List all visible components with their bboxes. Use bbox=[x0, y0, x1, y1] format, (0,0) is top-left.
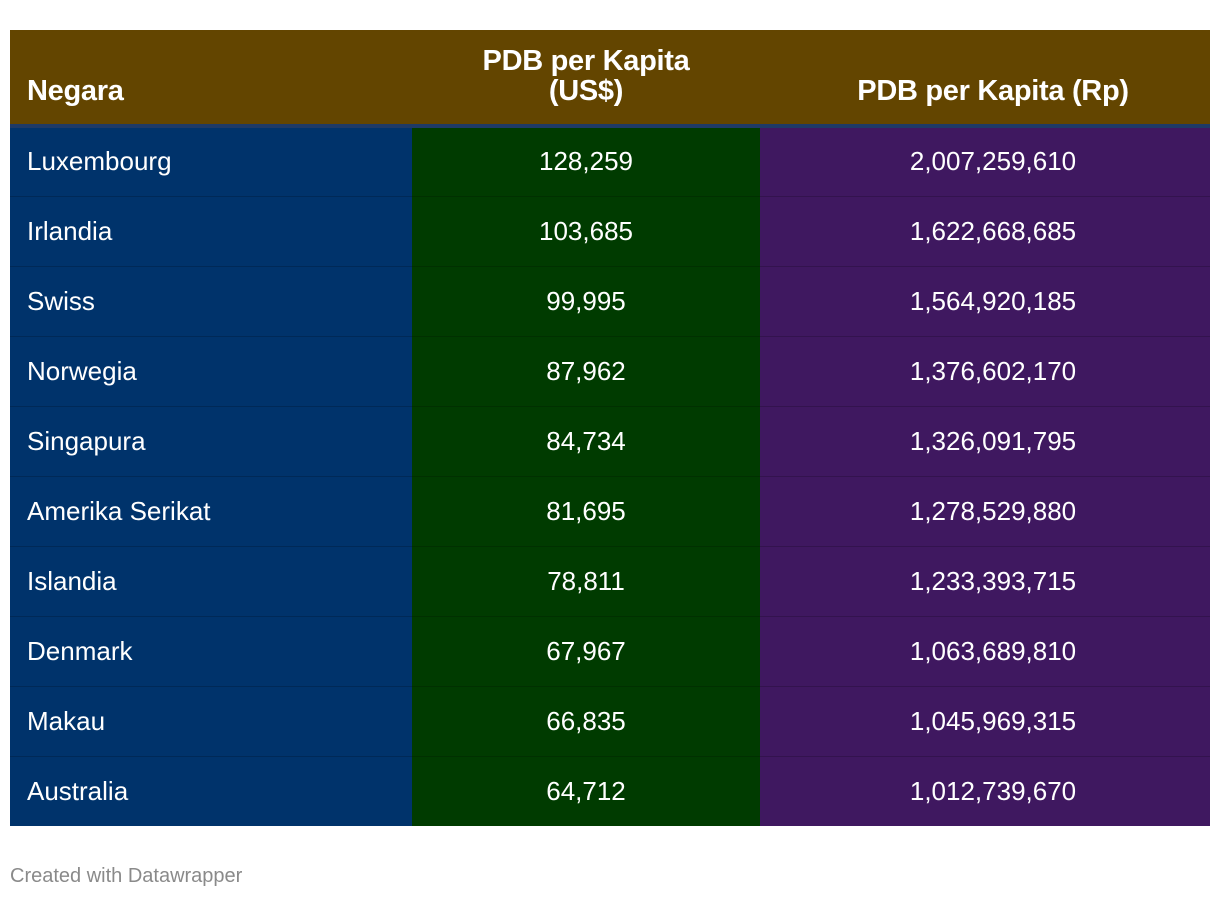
cell-usd: 87,962 bbox=[412, 336, 760, 407]
cell-rp: 1,233,393,715 bbox=[760, 546, 1210, 617]
cell-rp: 2,007,259,610 bbox=[760, 126, 1210, 197]
table-row: Irlandia 103,685 1,622,668,685 bbox=[10, 196, 1210, 267]
header-usd-label-line1: PDB per Kapita bbox=[482, 45, 690, 77]
table-row: Swiss 99,995 1,564,920,185 bbox=[10, 266, 1210, 337]
cell-usd: 81,695 bbox=[412, 476, 760, 547]
cell-rp: 1,063,689,810 bbox=[760, 616, 1210, 687]
table-row: Luxembourg 128,259 2,007,259,610 bbox=[10, 126, 1210, 197]
cell-usd: 103,685 bbox=[412, 196, 760, 267]
cell-country: Islandia bbox=[10, 546, 412, 617]
table-row: Denmark 67,967 1,063,689,810 bbox=[10, 616, 1210, 687]
table-row: Australia 64,712 1,012,739,670 bbox=[10, 756, 1210, 826]
header-usd[interactable]: PDB per Kapita (US$) bbox=[412, 30, 760, 126]
cell-country: Irlandia bbox=[10, 196, 412, 267]
table-body: Luxembourg 128,259 2,007,259,610 Irlandi… bbox=[10, 126, 1210, 826]
cell-usd: 84,734 bbox=[412, 406, 760, 477]
cell-rp: 1,564,920,185 bbox=[760, 266, 1210, 337]
cell-rp: 1,376,602,170 bbox=[760, 336, 1210, 407]
cell-usd: 78,811 bbox=[412, 546, 760, 617]
cell-rp: 1,326,091,795 bbox=[760, 406, 1210, 477]
cell-country: Singapura bbox=[10, 406, 412, 477]
cell-usd: 99,995 bbox=[412, 266, 760, 337]
header-rp-label: PDB per Kapita (Rp) bbox=[857, 75, 1129, 107]
cell-usd: 67,967 bbox=[412, 616, 760, 687]
table-row: Amerika Serikat 81,695 1,278,529,880 bbox=[10, 476, 1210, 547]
cell-country: Norwegia bbox=[10, 336, 412, 407]
gdp-per-capita-table: Negara PDB per Kapita (US$) PDB per Kapi… bbox=[10, 30, 1210, 826]
datawrapper-credit[interactable]: Created with Datawrapper bbox=[10, 865, 243, 887]
cell-rp: 1,622,668,685 bbox=[760, 196, 1210, 267]
cell-country: Amerika Serikat bbox=[10, 476, 412, 547]
cell-country: Luxembourg bbox=[10, 126, 412, 197]
header-country-label: Negara bbox=[27, 75, 124, 107]
cell-usd: 64,712 bbox=[412, 756, 760, 826]
cell-usd: 66,835 bbox=[412, 686, 760, 757]
cell-country: Australia bbox=[10, 756, 412, 826]
header-row: Negara PDB per Kapita (US$) PDB per Kapi… bbox=[10, 30, 1210, 126]
cell-usd: 128,259 bbox=[412, 126, 760, 197]
table-row: Norwegia 87,962 1,376,602,170 bbox=[10, 336, 1210, 407]
cell-rp: 1,045,969,315 bbox=[760, 686, 1210, 757]
cell-country: Denmark bbox=[10, 616, 412, 687]
cell-rp: 1,278,529,880 bbox=[760, 476, 1210, 547]
table-container: Negara PDB per Kapita (US$) PDB per Kapi… bbox=[10, 30, 1210, 826]
cell-country: Makau bbox=[10, 686, 412, 757]
cell-rp: 1,012,739,670 bbox=[760, 756, 1210, 826]
table-row: Singapura 84,734 1,326,091,795 bbox=[10, 406, 1210, 477]
header-country[interactable]: Negara bbox=[10, 30, 412, 126]
table-row: Islandia 78,811 1,233,393,715 bbox=[10, 546, 1210, 617]
cell-country: Swiss bbox=[10, 266, 412, 337]
header-usd-label-line2: (US$) bbox=[548, 75, 624, 107]
table-row: Makau 66,835 1,045,969,315 bbox=[10, 686, 1210, 757]
header-rp[interactable]: PDB per Kapita (Rp) bbox=[760, 30, 1210, 126]
